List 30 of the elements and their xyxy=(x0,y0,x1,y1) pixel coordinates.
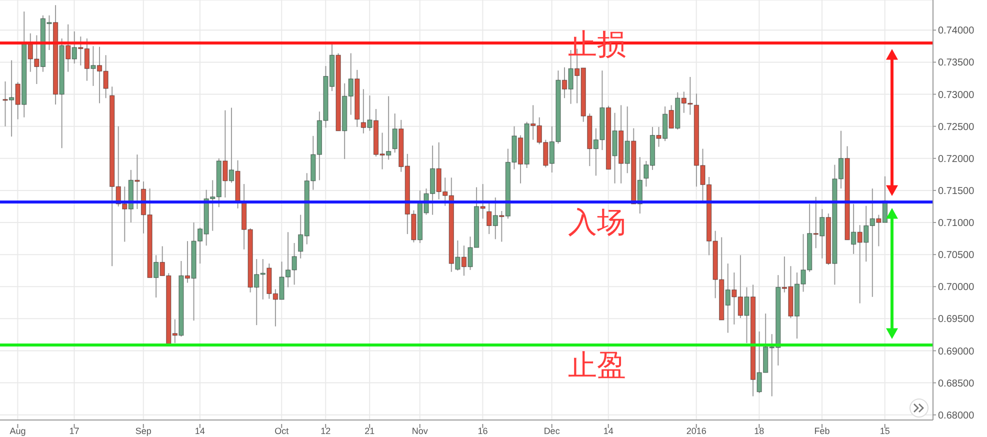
ref-line-label: 入场 xyxy=(568,204,626,239)
x-tick-label: 18 xyxy=(754,426,764,436)
x-tick-label: Sep xyxy=(135,426,152,436)
y-tick-label: 0.73500 xyxy=(938,58,975,69)
x-tick-label: Aug xyxy=(10,426,26,436)
y-tick-label: 0.68500 xyxy=(938,378,975,390)
x-tick-label: 12 xyxy=(320,426,331,436)
y-tick-label: 0.72000 xyxy=(938,154,975,165)
y-tick-label: 0.70000 xyxy=(938,282,975,294)
ref-line-label: 止盈 xyxy=(568,348,626,382)
x-tick-label: 16 xyxy=(478,426,488,436)
x-tick-label: Nov xyxy=(412,426,428,436)
y-tick-label: 0.69000 xyxy=(938,346,975,358)
x-tick-label: 14 xyxy=(603,426,614,436)
x-tick-label: Feb xyxy=(814,426,830,436)
y-tick-label: 0.72500 xyxy=(938,122,975,133)
y-tick-label: 0.68000 xyxy=(938,410,975,422)
y-tick-label: 0.74000 xyxy=(938,26,975,37)
x-tick-label: Dec xyxy=(544,426,560,436)
y-tick-label: 0.71500 xyxy=(938,186,975,197)
x-tick-label: 2016 xyxy=(686,426,706,436)
x-tick-label: 15 xyxy=(880,426,890,436)
x-tick-label: 21 xyxy=(364,426,375,436)
y-tick-label: 0.70500 xyxy=(938,250,975,262)
y-tick-label: 0.69500 xyxy=(938,314,975,326)
y-tick-label: 0.73000 xyxy=(938,90,975,101)
x-tick-label: 14 xyxy=(194,426,205,436)
y-tick-label: 0.71000 xyxy=(938,218,975,230)
x-tick-label: 17 xyxy=(69,426,80,436)
x-tick-label: Oct xyxy=(274,426,290,436)
